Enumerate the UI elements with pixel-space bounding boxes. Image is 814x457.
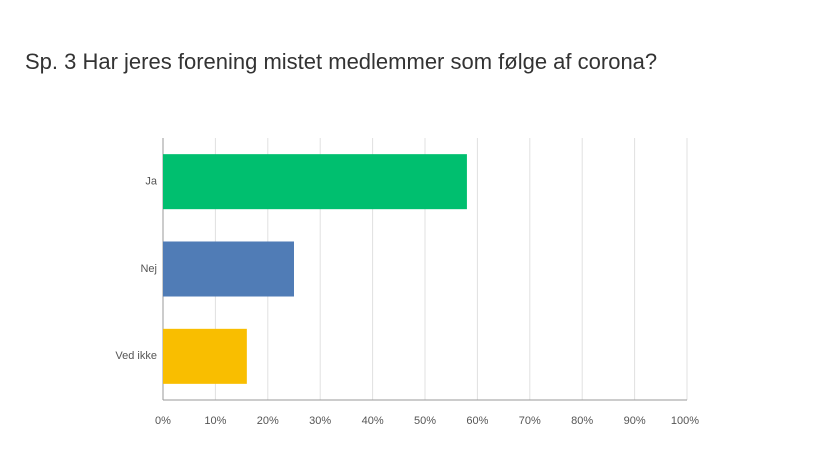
y-tick-label: Ved ikke bbox=[115, 350, 157, 362]
x-tick-label: 30% bbox=[309, 415, 331, 427]
bar bbox=[163, 328, 247, 384]
x-tick-label: 40% bbox=[362, 415, 384, 427]
x-tick-label: 80% bbox=[571, 415, 593, 427]
x-tick-label: 0% bbox=[155, 415, 171, 427]
x-tick-label: 60% bbox=[466, 415, 488, 427]
y-tick-label: Nej bbox=[140, 263, 157, 275]
x-tick-label: 70% bbox=[519, 415, 541, 427]
x-tick-label: 10% bbox=[204, 415, 226, 427]
y-tick-label: Ja bbox=[145, 176, 158, 188]
x-tick-label: 90% bbox=[624, 415, 646, 427]
x-tick-label: 100% bbox=[671, 415, 699, 427]
bar bbox=[163, 154, 467, 210]
chart-title: Sp. 3 Har jeres forening mistet medlemme… bbox=[25, 49, 657, 74]
x-tick-label: 50% bbox=[414, 415, 436, 427]
x-tick-label: 20% bbox=[257, 415, 279, 427]
bar bbox=[163, 241, 294, 297]
